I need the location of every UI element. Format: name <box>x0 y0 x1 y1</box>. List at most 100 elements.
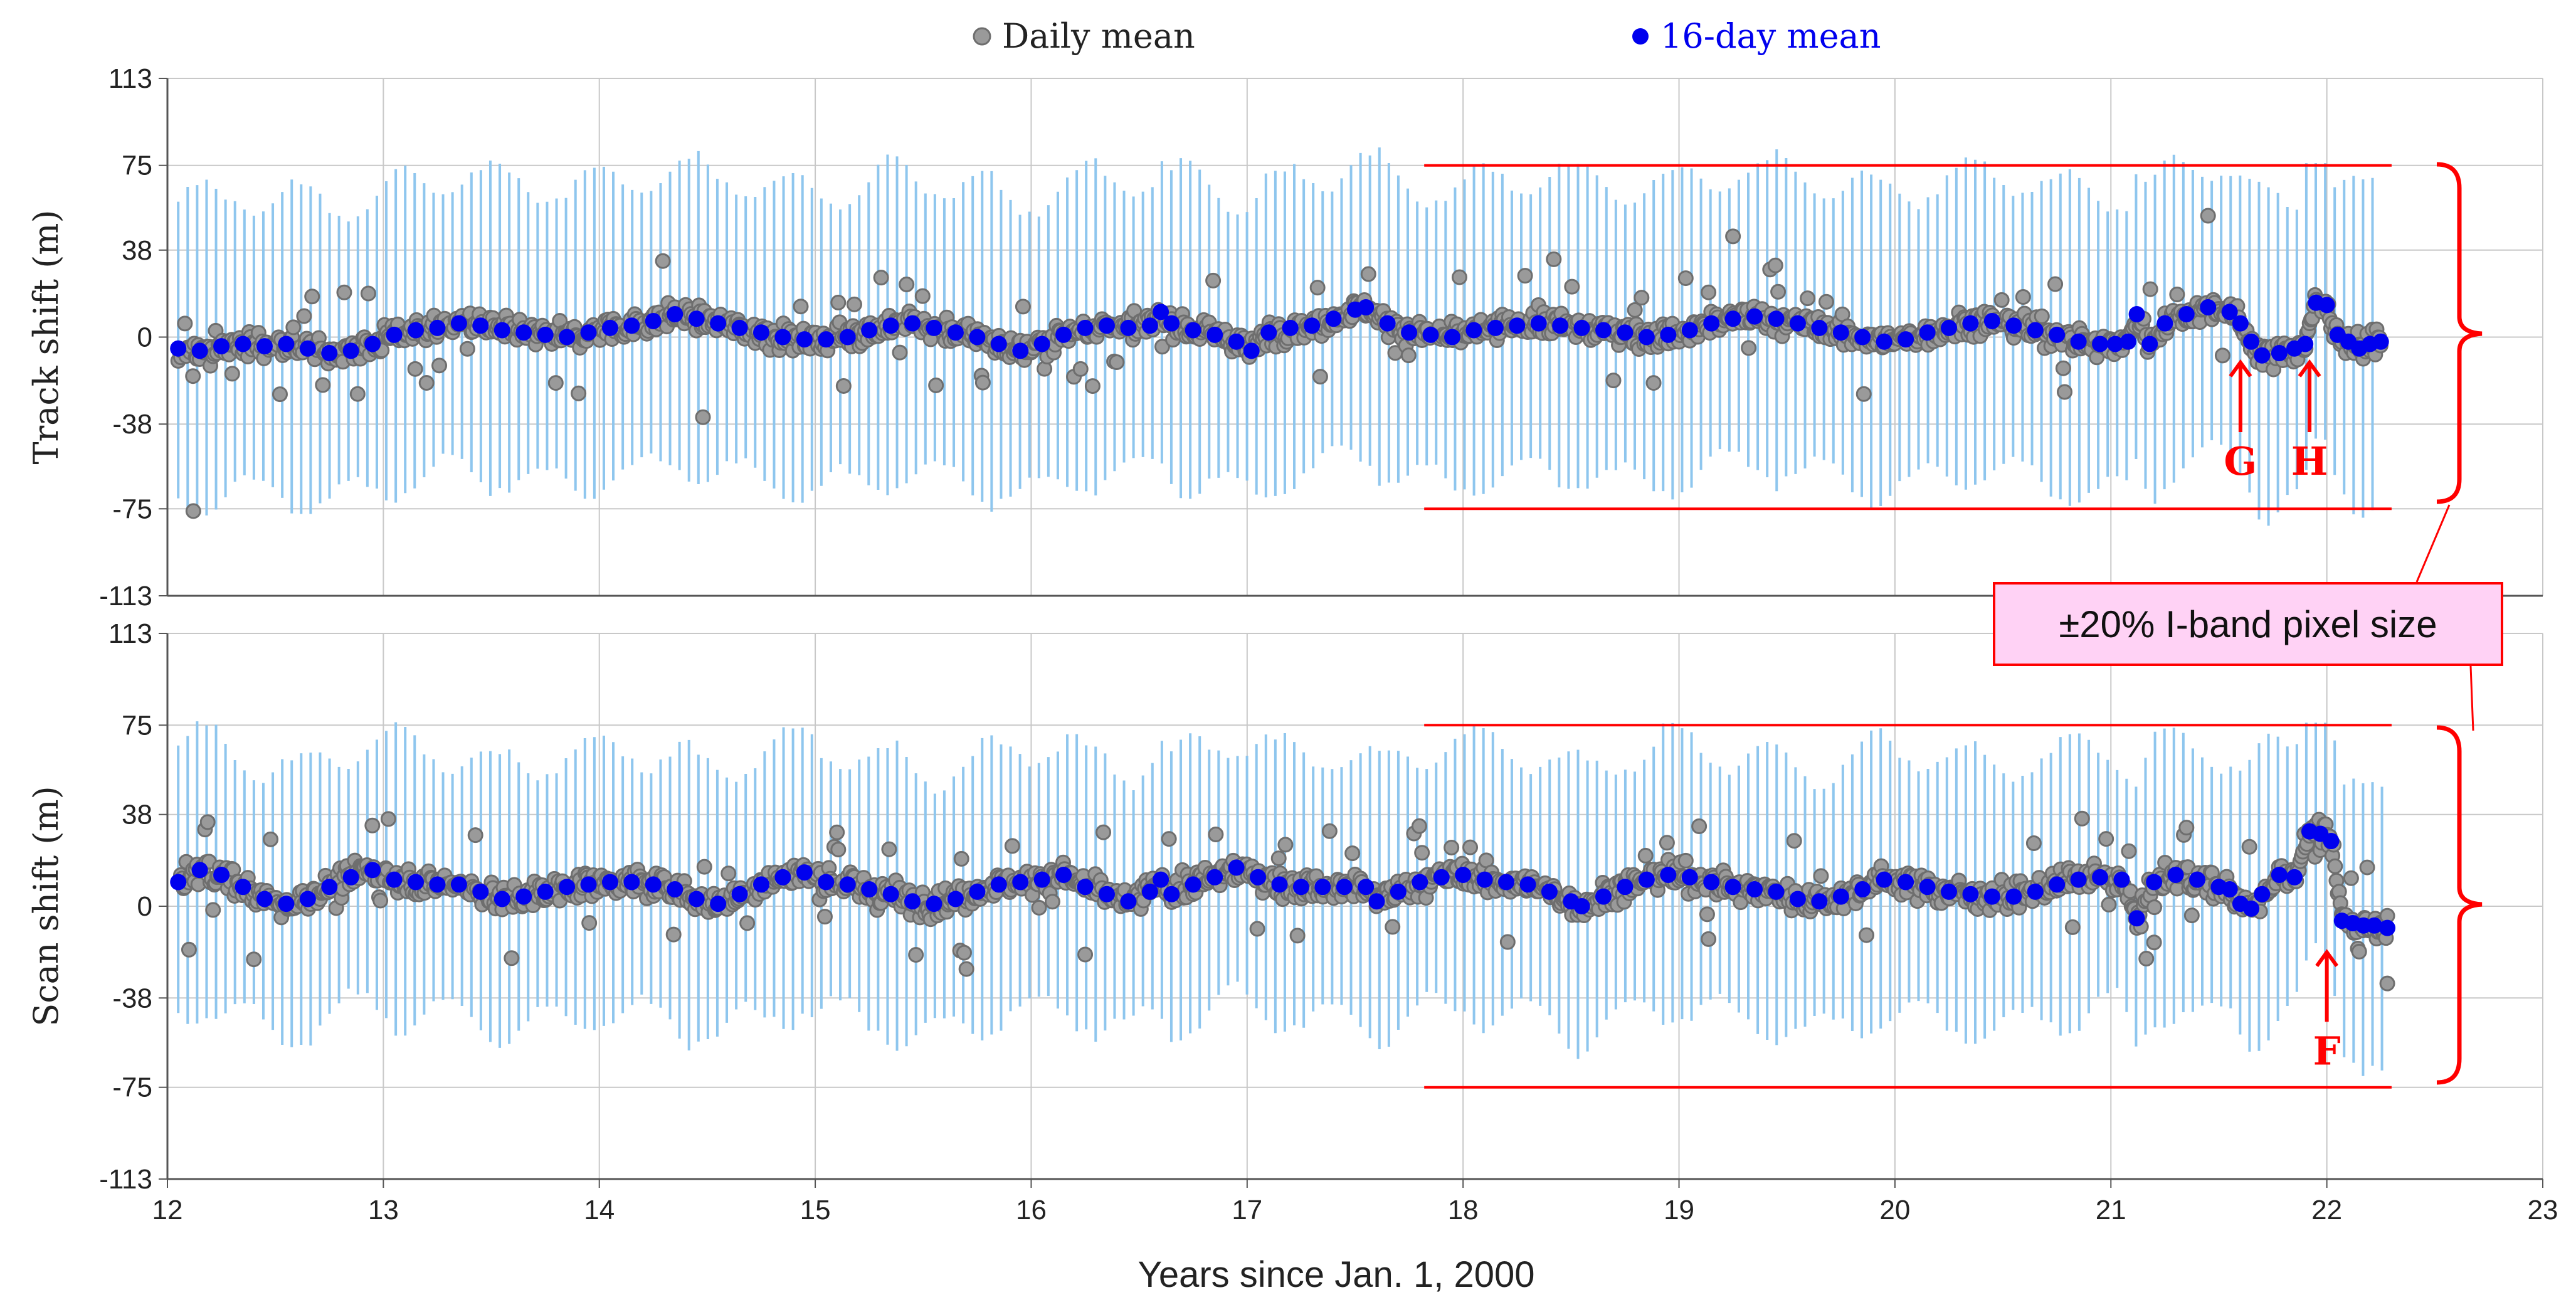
track-daily-mean-point <box>1360 266 1376 282</box>
track-daily-mean-point <box>304 288 320 305</box>
track-16-day-mean-point <box>1681 322 1698 339</box>
scan-daily-mean-point <box>1444 839 1460 855</box>
x-tick-label: 17 <box>1232 1195 1262 1225</box>
scan-16-day-mean-point <box>1120 893 1137 910</box>
scan-daily-mean-point <box>1414 845 1430 861</box>
track-daily-mean-point <box>2214 347 2230 364</box>
track-daily-mean-point <box>1312 369 1328 385</box>
scan-y-tick-label: -75 <box>112 1072 152 1103</box>
track-16-day-mean-point <box>170 340 187 357</box>
track-16-day-mean-point <box>1530 315 1547 332</box>
marker-g-arrowhead <box>2229 359 2252 378</box>
track-16-day-mean-point <box>1617 324 1634 341</box>
track-16-day-mean-point <box>1487 319 1504 336</box>
scan-16-day-mean-point <box>796 864 813 881</box>
scan-16-day-mean-point <box>2092 869 2109 886</box>
scan-y-tick-label: 0 <box>137 891 152 922</box>
track-16-day-mean-point <box>580 324 597 341</box>
scan-daily-mean-point <box>2183 907 2200 924</box>
scan-16-day-mean-point <box>1228 859 1245 876</box>
track-y-tick-label: 38 <box>122 235 152 266</box>
scan-16-day-mean-point <box>1012 874 1029 891</box>
track-daily-mean-point <box>185 368 201 384</box>
track-16-day-mean-point <box>882 317 899 334</box>
track-16-day-mean-point <box>774 329 791 346</box>
scan-daily-mean-point <box>1677 852 1694 869</box>
track-16-day-mean-point <box>1832 324 1849 341</box>
scan-16-day-mean-point <box>904 893 921 910</box>
track-16-day-mean-point <box>645 312 662 329</box>
track-daily-mean-point <box>899 276 915 292</box>
track-16-day-mean-point <box>559 329 576 346</box>
marker-g-label: G <box>2224 438 2257 484</box>
scan-16-day-mean-point <box>1292 879 1309 896</box>
scan-daily-mean-point <box>199 814 216 830</box>
track-16-day-mean-point <box>1854 329 1871 346</box>
scan-daily-mean-point <box>1208 827 1224 843</box>
scan-y-tick-label: -38 <box>112 983 152 1013</box>
track-16-day-mean-point <box>2271 345 2288 362</box>
track-16-day-mean-point <box>1163 315 1180 332</box>
scan-daily-mean-point <box>1859 927 1875 943</box>
scan-16-day-mean-point <box>1098 886 1115 902</box>
legend: Daily mean 16-day mean <box>973 16 1881 56</box>
track-y-tick-label: 0 <box>137 322 152 353</box>
track-16-day-mean-point <box>1422 326 1439 343</box>
scan-y-axis-label: Scan shift (m) <box>26 786 66 1026</box>
scan-16-day-mean-point <box>1055 866 1072 883</box>
track-daily-mean-point <box>2200 208 2216 224</box>
track-y-tick-label: 75 <box>122 151 152 181</box>
scan-16-day-mean-point <box>1617 879 1634 896</box>
scan-16-day-mean-point <box>969 883 986 900</box>
track-16-day-mean-point <box>1055 326 1072 343</box>
track-daily-mean-point <box>1015 299 1031 315</box>
scan-16-day-mean-point <box>1250 869 1267 886</box>
scan-16-day-mean-point <box>1854 881 1871 898</box>
x-tick-label: 23 <box>2528 1195 2558 1225</box>
track-daily-mean-point <box>695 409 711 425</box>
scan-16-day-mean-point <box>1368 893 1385 910</box>
track-16-day-mean-point <box>1703 315 1720 332</box>
scan-16-day-mean-point <box>2128 910 2145 927</box>
scan-16-day-mean-point <box>1519 876 1536 893</box>
scan-16-day-mean-point <box>2113 871 2130 888</box>
track-16-day-mean-point <box>1077 319 1094 336</box>
track-daily-mean-point <box>1741 340 1757 356</box>
track-16-day-mean-point <box>969 329 986 346</box>
scan-daily-mean-point <box>665 926 682 943</box>
track-daily-mean-point <box>349 386 366 402</box>
track-16-day-mean-point <box>1358 299 1375 316</box>
track-range-bracket <box>2436 162 2483 504</box>
track-16-day-mean-point <box>472 317 489 334</box>
scan-16-day-mean-point <box>2167 866 2184 883</box>
track-daily-mean-point <box>974 374 991 391</box>
scan-daily-mean-point <box>2379 975 2395 992</box>
track-16-day-mean-point <box>1573 319 1590 336</box>
scan-16-day-mean-point <box>839 876 856 893</box>
track-16-day-mean-point <box>1509 317 1526 334</box>
scan-16-day-mean-point <box>191 862 208 879</box>
scan-shift-panel: 113 75 38 0 -38 -75 -113 Scan shift (m) F <box>26 618 2543 1195</box>
track-16-day-mean-point <box>235 336 251 352</box>
track-16-day-mean-point <box>1919 324 1936 341</box>
track-daily-mean-point <box>655 253 671 269</box>
track-16-day-mean-point <box>2119 333 2136 350</box>
track-y-tick-label: -113 <box>99 581 152 611</box>
scan-16-day-mean-point <box>1638 871 1655 888</box>
track-16-day-mean-point <box>947 324 964 341</box>
scan-daily-mean-point <box>1095 824 1112 840</box>
track-16-day-mean-point <box>2156 315 2173 332</box>
track-16-day-mean-point <box>1789 315 1806 332</box>
track-y-tick-label: -75 <box>112 494 152 524</box>
scan-16-day-mean-point <box>299 891 316 907</box>
scan-daily-mean-point <box>1289 928 1306 944</box>
scan-daily-mean-point <box>1699 906 1715 923</box>
scan-16-day-mean-point <box>1660 866 1677 883</box>
track-16-day-mean-point <box>299 340 316 357</box>
track-daily-mean-point <box>1770 283 1787 300</box>
scan-16-day-mean-point <box>774 869 791 886</box>
marker-h-label: H <box>2291 438 2328 484</box>
scan-16-day-mean-point <box>1876 871 1892 888</box>
scan-daily-mean-point <box>1637 847 1654 864</box>
scan-16-day-mean-point <box>1271 876 1288 893</box>
